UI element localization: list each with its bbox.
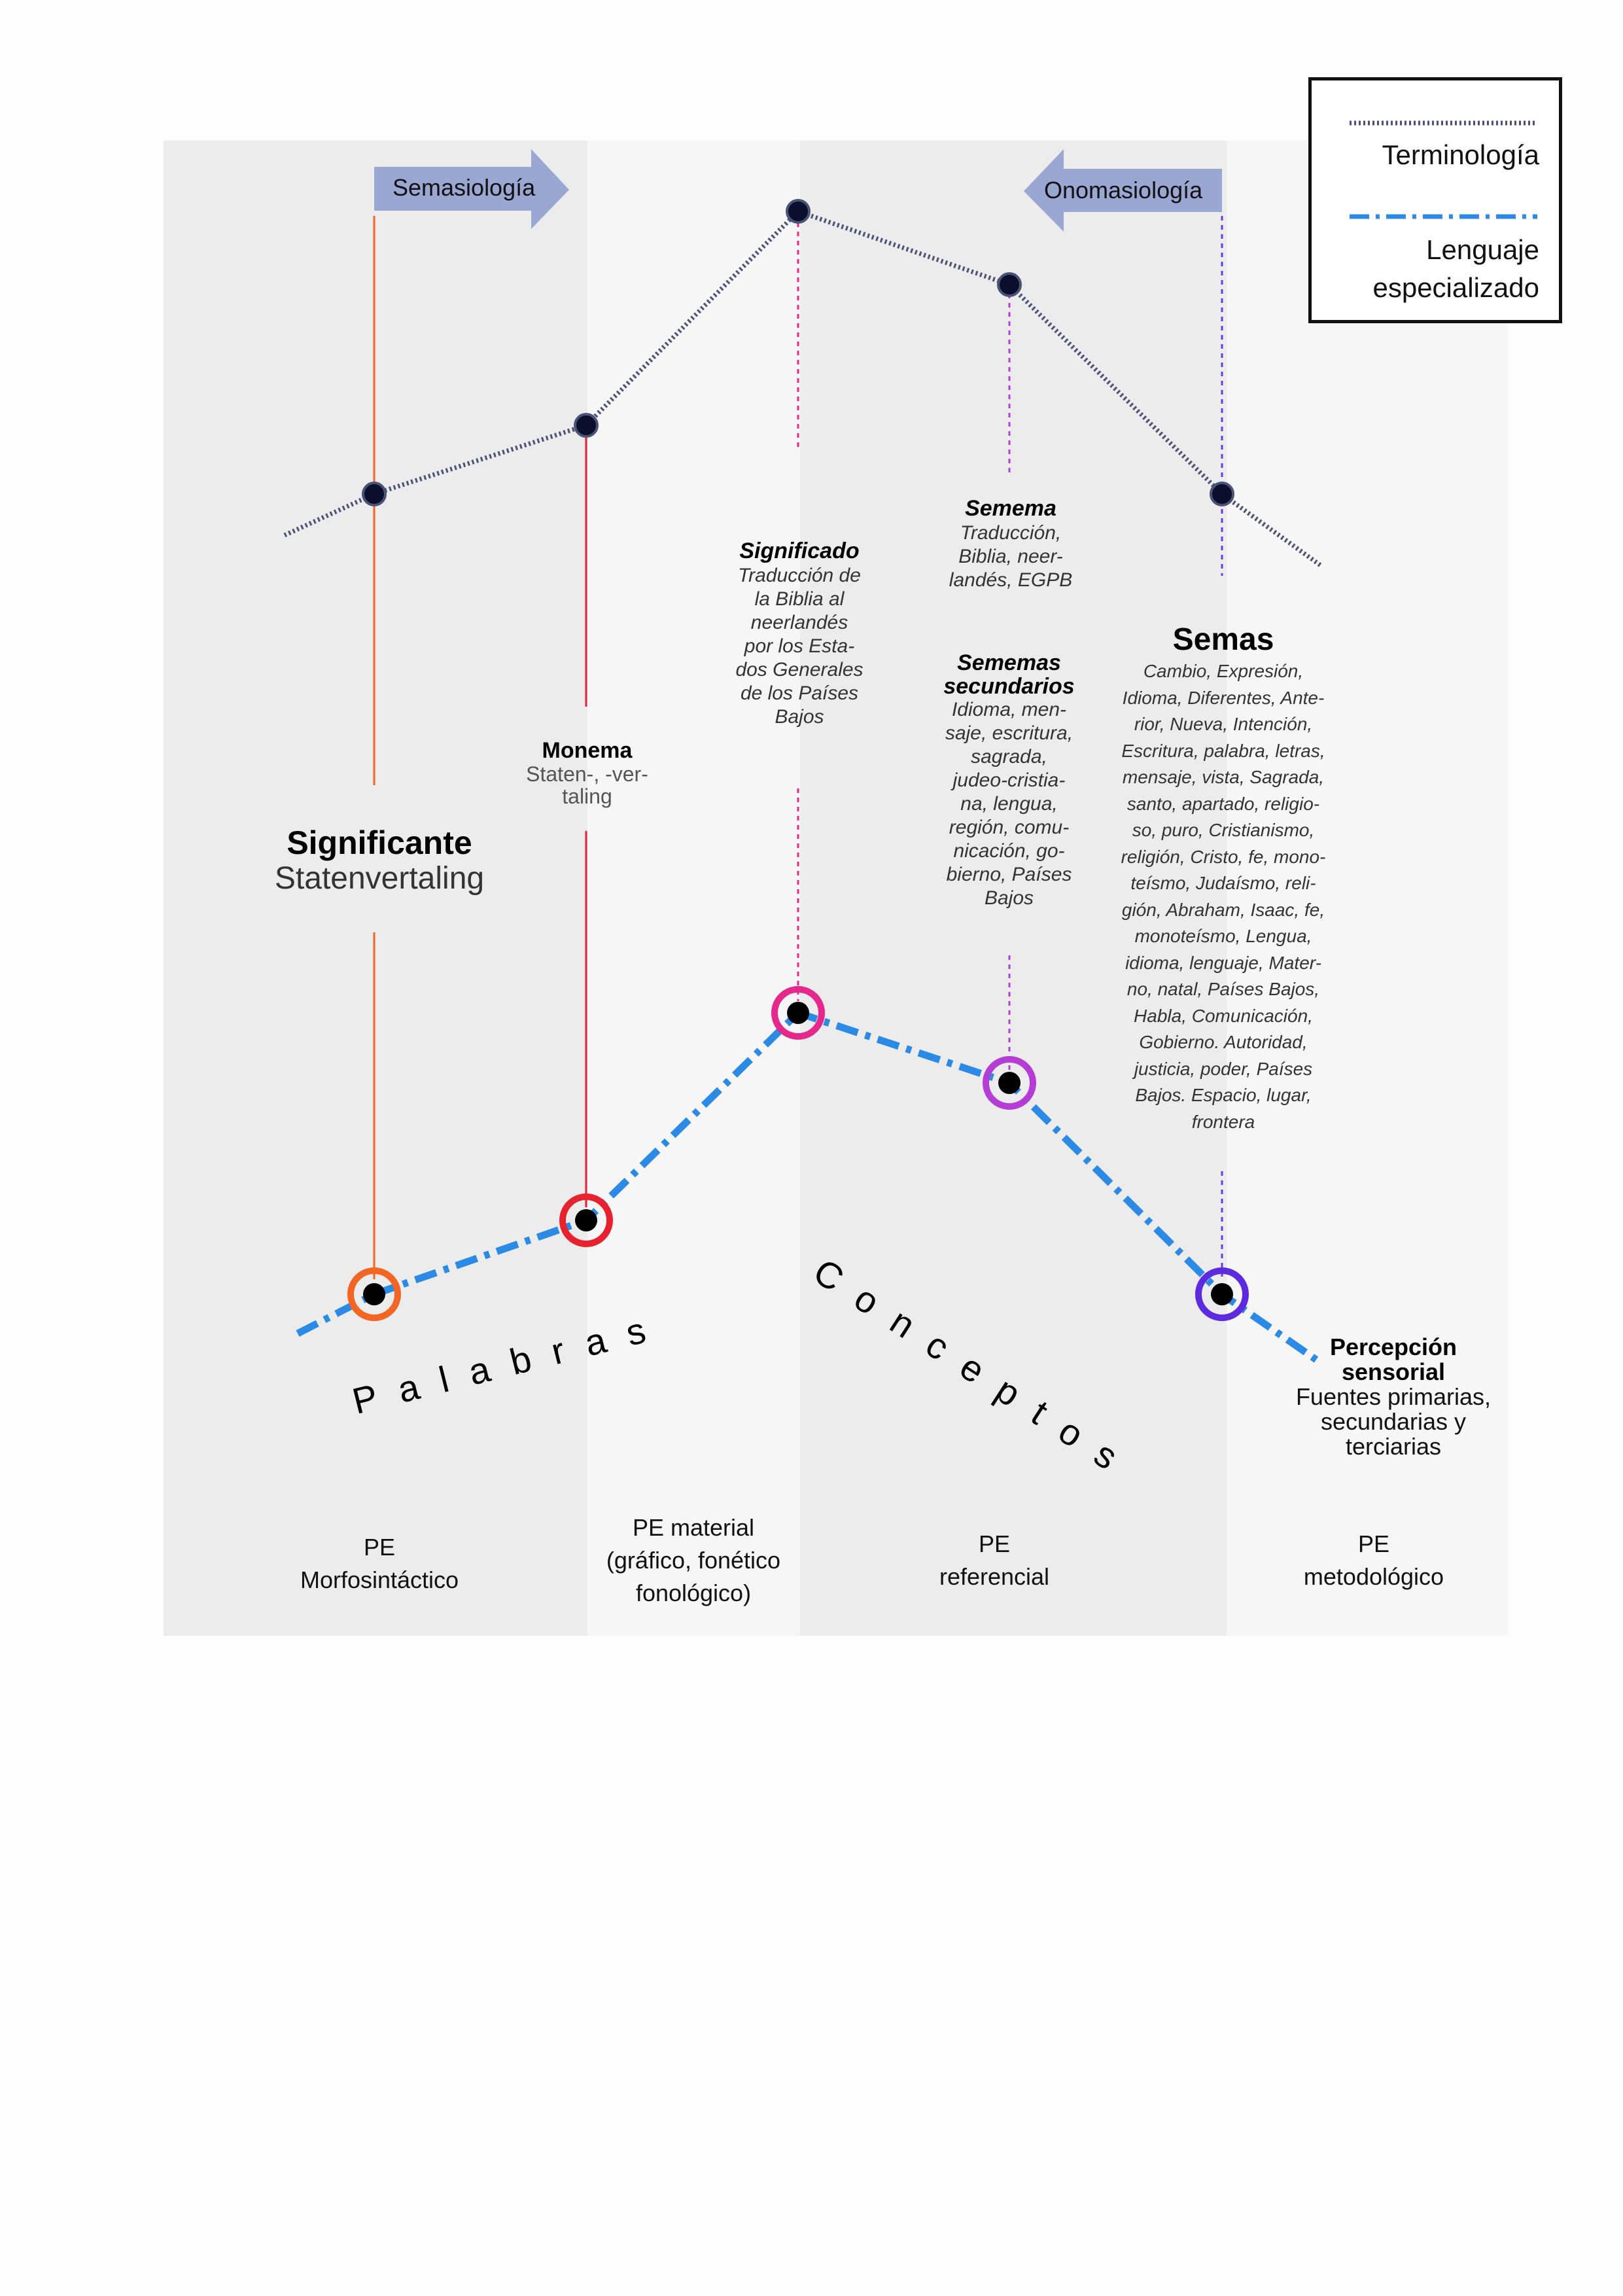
term-node bbox=[574, 413, 599, 438]
legend-swatches bbox=[1350, 120, 1537, 219]
pe-material: PE material (gráfico, fonético fonológic… bbox=[606, 1514, 781, 1606]
sememas-secundarios-block: Sememas secundarios Idioma, men- saje, e… bbox=[916, 651, 1102, 910]
band-referencial bbox=[800, 141, 1227, 1636]
percepcion-text: Fuentes primarias, secundarias y terciar… bbox=[1295, 1383, 1492, 1460]
significante-block: Significante Statenvertaling bbox=[249, 824, 510, 896]
monema-title: Monema bbox=[542, 738, 633, 763]
pe-referencial: PE referencial bbox=[939, 1530, 1050, 1590]
semema-title: Semema bbox=[965, 496, 1056, 521]
sememas-secundarios-text: Idioma, men- saje, escritura, sagrada, j… bbox=[945, 699, 1073, 909]
ring-significado bbox=[771, 986, 825, 1040]
ring-semas bbox=[1195, 1267, 1249, 1321]
semasiologia-arrow bbox=[374, 149, 569, 229]
monema-text: Staten-, -ver- taling bbox=[526, 762, 648, 808]
ring-significante bbox=[347, 1267, 401, 1321]
significado-block: Significado Traducción de la Biblia al n… bbox=[708, 539, 891, 729]
legend-terminology: Terminología bbox=[1382, 139, 1539, 170]
specialized-nodes bbox=[347, 986, 1249, 1321]
semasiologia-label: Semasiología bbox=[393, 174, 536, 201]
semas-text: Cambio, Expresión, Idioma, Diferentes, A… bbox=[1121, 661, 1326, 1132]
significante-title: Significante bbox=[287, 824, 472, 861]
term-node bbox=[786, 199, 811, 224]
semas-block: Semas Cambio, Expresión, Idioma, Diferen… bbox=[1102, 622, 1344, 1135]
sememas-secundarios-title: Sememas secundarios bbox=[943, 650, 1075, 699]
term-node bbox=[997, 272, 1022, 297]
semema-block: Semema Traducción, Biblia, neer- landés,… bbox=[919, 496, 1102, 592]
semema-text: Traducción, Biblia, neer- landés, EGPB bbox=[949, 522, 1073, 591]
onomasiologia-arrow bbox=[1024, 149, 1222, 232]
significado-text: Traducción de la Biblia al neerlandés po… bbox=[735, 565, 864, 728]
pe-metodologico: PE metodológico bbox=[1303, 1530, 1444, 1590]
ring-monema bbox=[559, 1193, 613, 1247]
legend: Terminología Lenguaje especializado bbox=[1308, 77, 1562, 323]
significante-text: Statenvertaling bbox=[274, 861, 485, 896]
term-node bbox=[1210, 482, 1234, 506]
percepcion-title: Percepción sensorial bbox=[1329, 1333, 1457, 1385]
pe-morfosintactico: PE Morfosintáctico bbox=[300, 1534, 459, 1593]
percepcion-block: Percepción sensorial Fuentes primarias, … bbox=[1282, 1335, 1505, 1459]
band-metodologico bbox=[1227, 141, 1508, 1636]
significado-title: Significado bbox=[739, 539, 860, 563]
term-node bbox=[362, 482, 387, 506]
terminology-nodes bbox=[362, 199, 1234, 506]
monema-block: Monema Staten-, -ver- taling bbox=[494, 738, 680, 807]
band-morfosintactico bbox=[164, 141, 587, 1636]
legend-specialized: Lenguaje especializado bbox=[1372, 234, 1539, 303]
onomasiologia-label: Onomasiología bbox=[1044, 177, 1203, 203]
ring-semema bbox=[983, 1056, 1036, 1110]
semas-title: Semas bbox=[1172, 622, 1274, 657]
terminology-line bbox=[283, 208, 1323, 568]
